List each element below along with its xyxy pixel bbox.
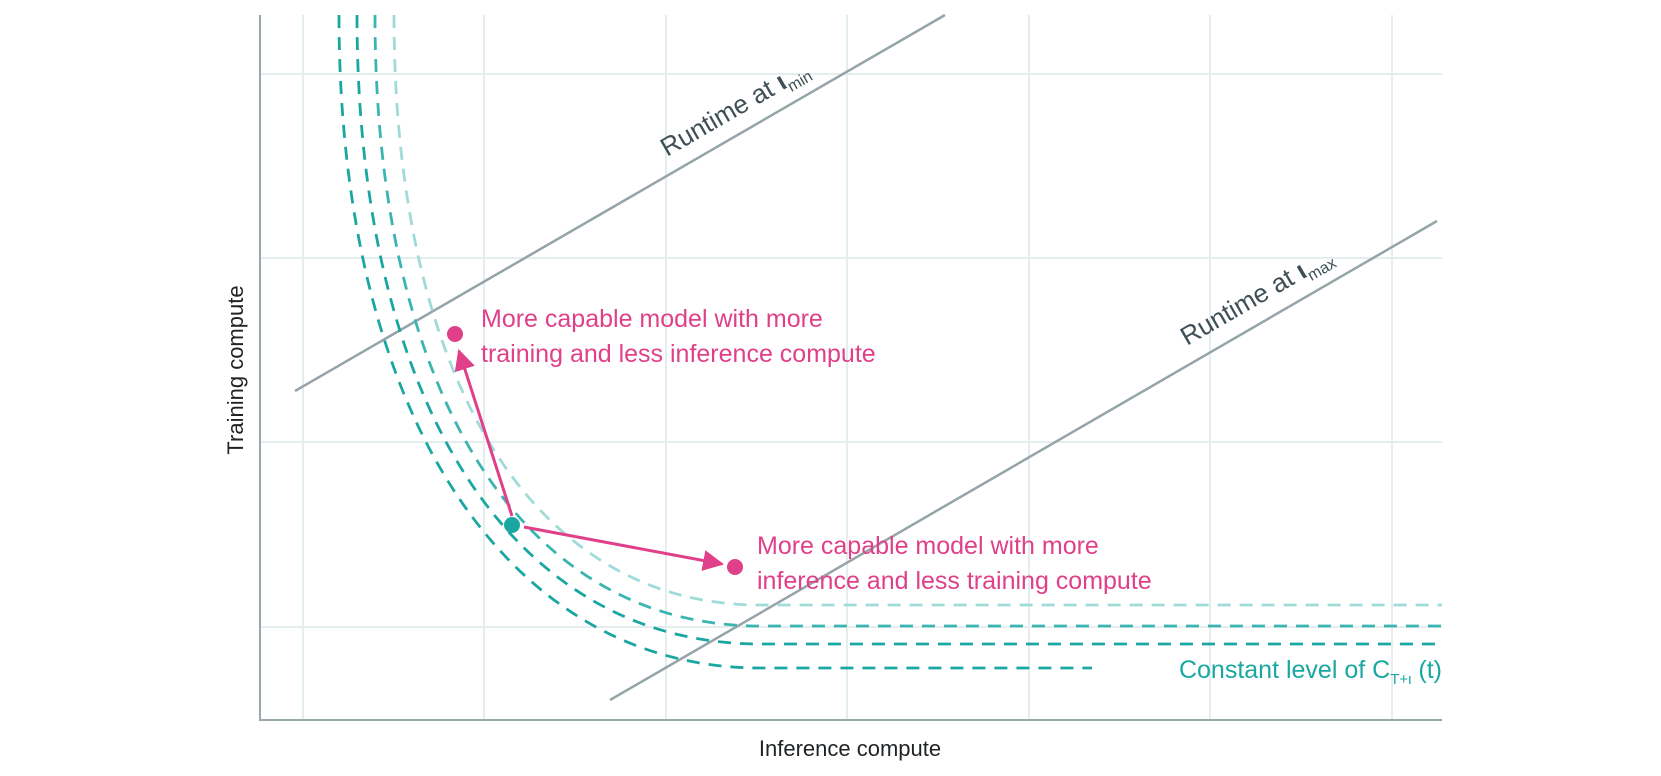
curve-label-suffix: (t) [1411,656,1442,684]
iso-curve-3 [373,14,1442,628]
iso-curve-base [337,14,1092,670]
runtime-max-prefix: Runtime at [1175,259,1305,351]
annotation-training-line2: training and less inference compute [481,340,876,368]
runtime-max-line [609,219,1438,702]
annotation-inference-line1: More capable model with more [757,532,1099,560]
runtime-min-line [294,13,946,393]
arrow-to-more-training [454,349,514,517]
curve-label: Constant level of CT+ι (t) [1179,656,1442,688]
curve-label-prefix: Constant level of C [1179,656,1390,684]
y-axis-title: Training compute [223,285,248,454]
annotation-inference: More capable model with more inference a… [757,532,1152,595]
iso-curve-2 [355,14,1442,646]
start-point [504,517,520,533]
annotation-training: More capable model with more training an… [481,305,876,368]
curve-label-subscript: T+ι [1390,671,1411,688]
more-inference-point [727,559,743,575]
x-axis-title: Inference compute [759,736,941,761]
runtime-min-label: Runtime at ιmin [655,53,816,165]
grid [260,15,1442,720]
annotation-inference-line2: inference and less training compute [757,567,1152,595]
axes [259,15,1442,721]
iso-compute-curves [337,14,1442,670]
runtime-min-prefix: Runtime at [655,70,785,162]
annotation-training-line1: More capable model with more [481,305,823,333]
arrow-to-more-inference [523,525,725,571]
more-training-point [447,326,463,342]
